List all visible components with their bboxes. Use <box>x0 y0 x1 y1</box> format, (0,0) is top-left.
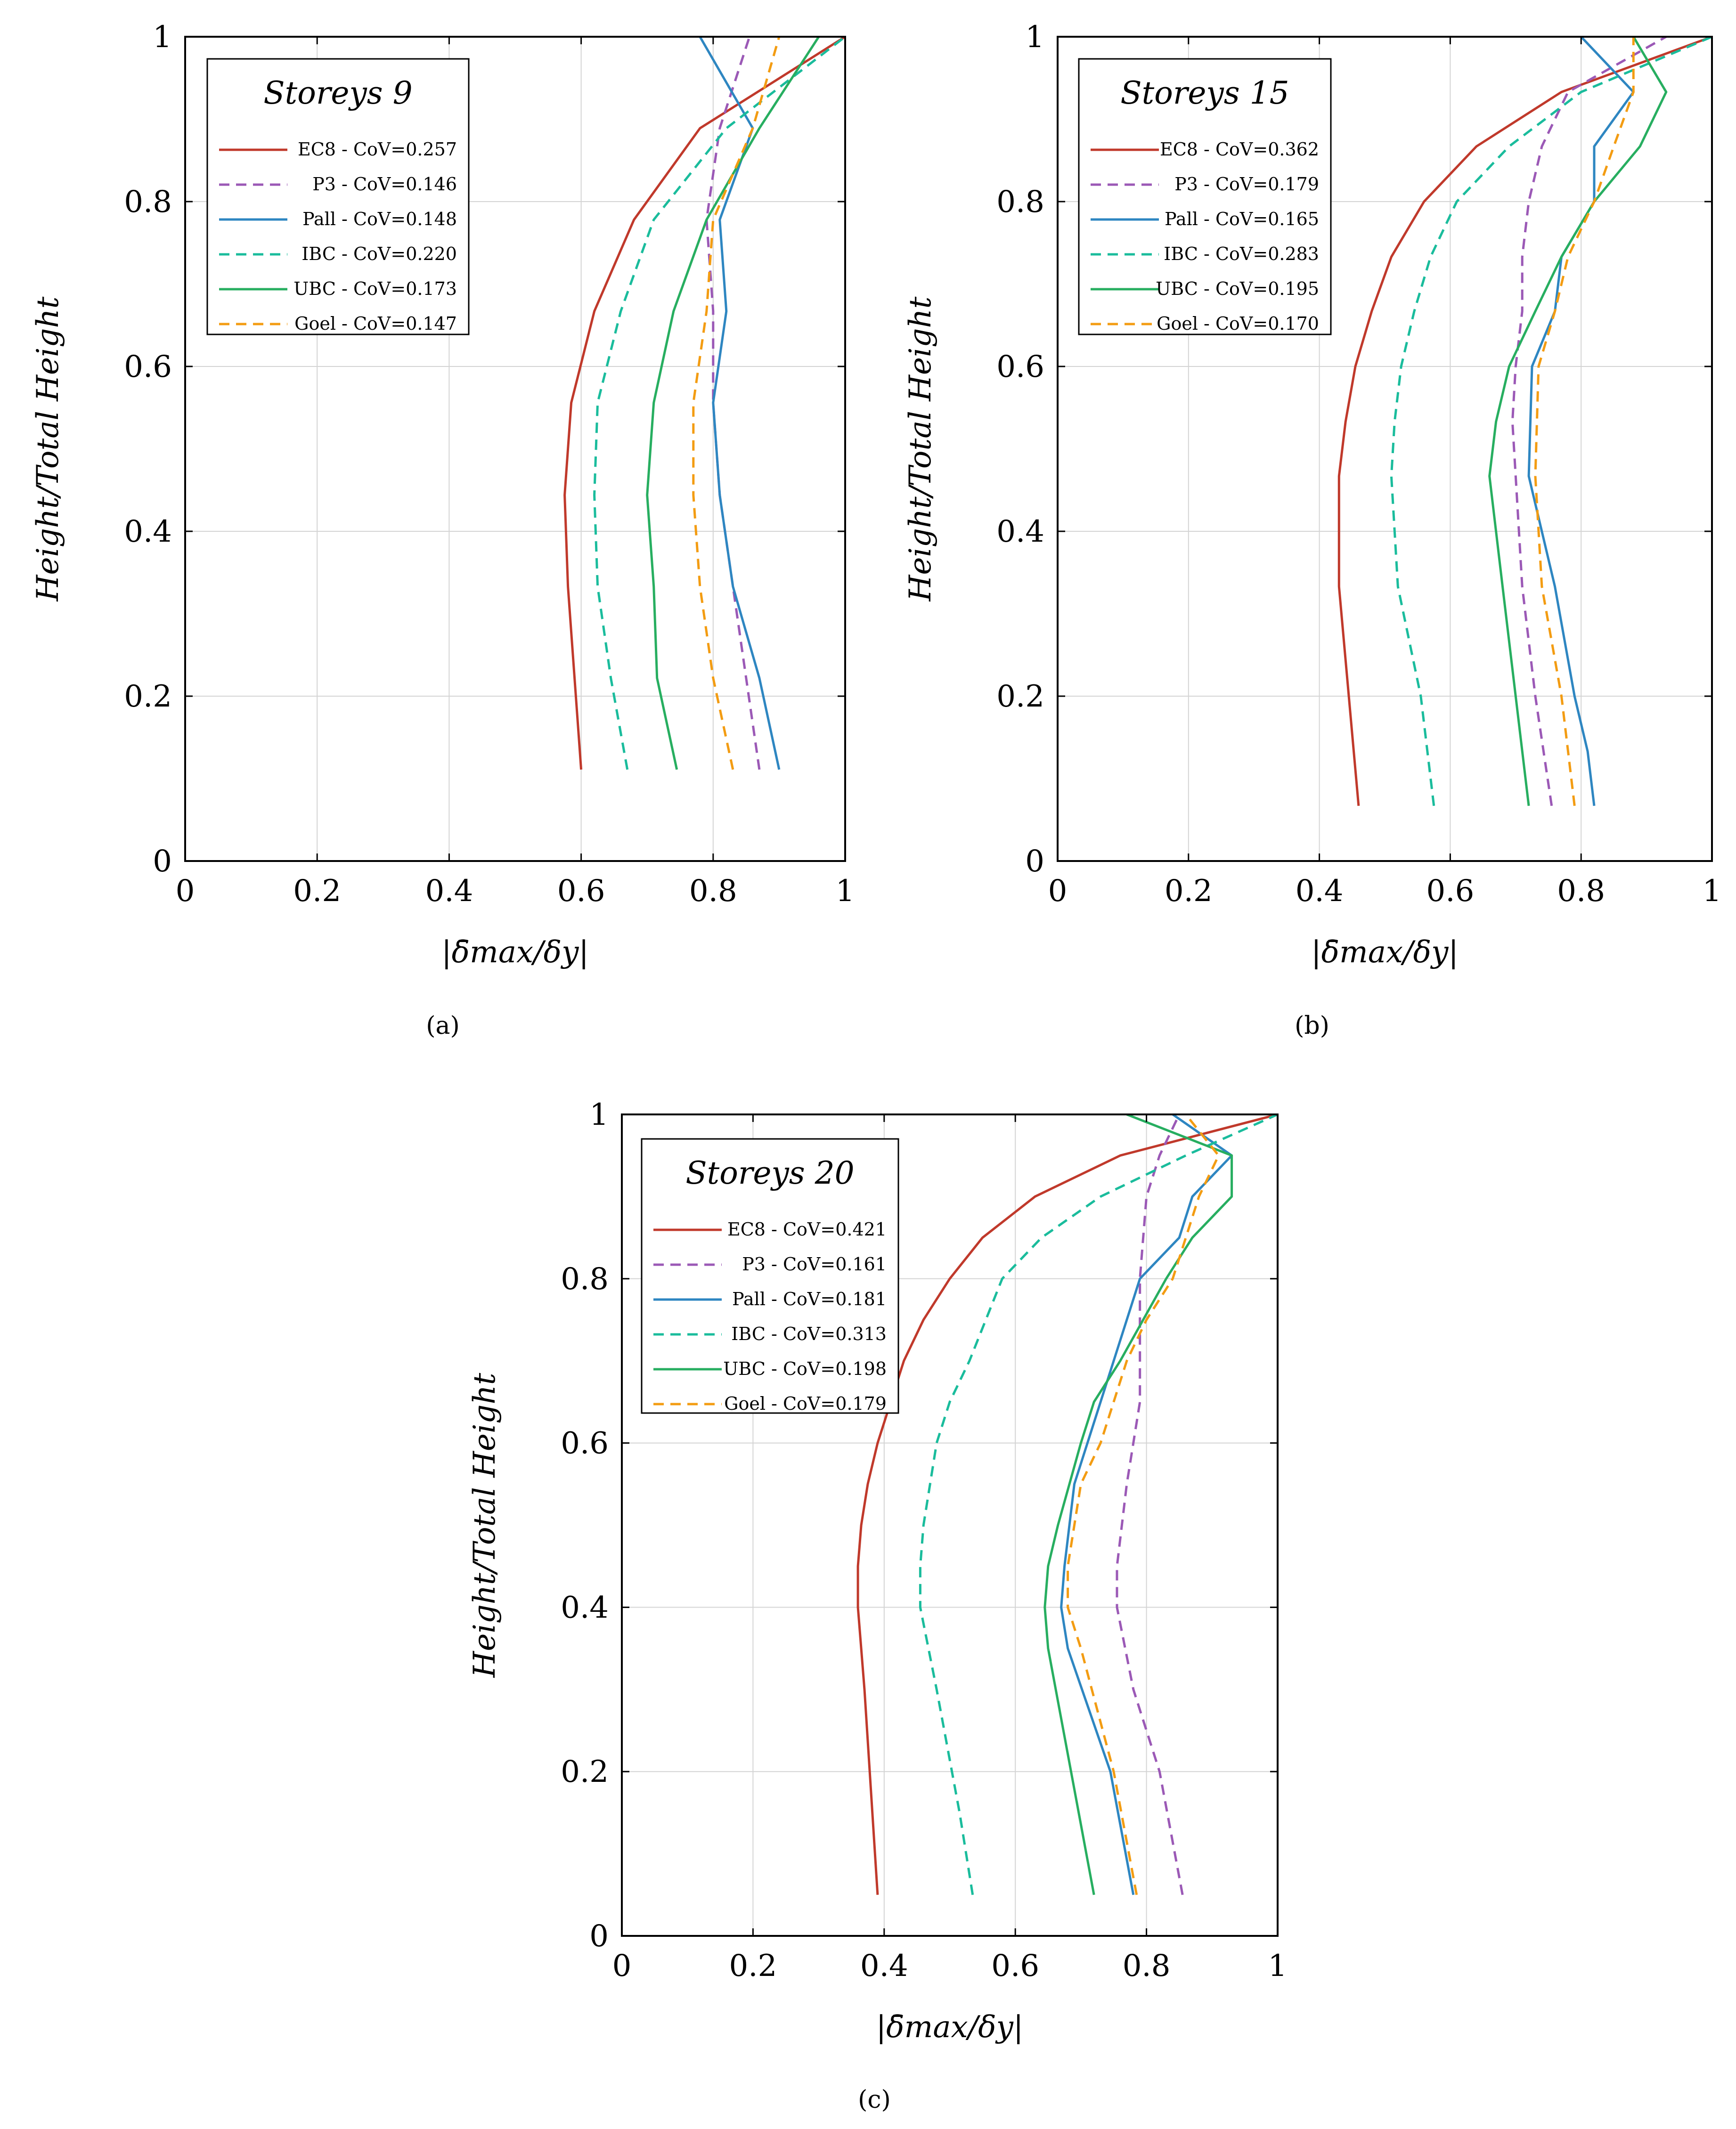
series-line-ibc <box>919 1114 1278 1895</box>
legend-label-ibc: IBC - CoV=0.283 <box>1164 244 1319 264</box>
panel-caption: (b) <box>1295 1012 1329 1040</box>
legend-box <box>641 1138 899 1414</box>
y-tick-label: 0.2 <box>124 679 172 714</box>
x-tick-label: 0.6 <box>991 1949 1039 1983</box>
x-axis-label: |δ̄max/δy| <box>1311 935 1459 970</box>
panel-caption: (a) <box>426 1012 460 1040</box>
panel-caption: (c) <box>858 2086 891 2114</box>
x-tick-label: 0 <box>612 1949 632 1983</box>
legend-label-ec8: EC8 - CoV=0.362 <box>1160 139 1319 160</box>
y-tick-label: 0.8 <box>996 185 1044 219</box>
series-line-ec8 <box>563 37 845 770</box>
legend: Storeys 20 EC8 - CoV=0.421 P3 - CoV=0.161 P… <box>641 1138 899 1414</box>
y-tick-label: 0.6 <box>996 349 1044 384</box>
y-axis-label: Height/Total Height <box>467 1373 502 1678</box>
legend-label-ubc: UBC - CoV=0.198 <box>723 1358 887 1379</box>
axes-frame <box>621 1113 1279 1937</box>
legend-label-goel: Goel - CoV=0.179 <box>724 1393 887 1414</box>
x-tick-label: 0.6 <box>1426 874 1475 909</box>
legend-title: Storeys 20 <box>685 1155 854 1191</box>
legend-label-ubc: UBC - CoV=0.173 <box>293 278 457 299</box>
y-tick-label: 0 <box>153 844 172 879</box>
y-tick-label: 1 <box>1025 20 1044 55</box>
x-axis-label: |δ̄max/δy| <box>441 935 589 970</box>
legend-label-p3: P3 - CoV=0.161 <box>742 1254 887 1275</box>
legend-label-goel: Goel - CoV=0.147 <box>294 313 457 334</box>
x-tick-label: 0.4 <box>1296 874 1344 909</box>
legend-label-ibc: IBC - CoV=0.220 <box>302 244 457 264</box>
y-tick-label: 0.4 <box>561 1590 609 1625</box>
series-line-goel <box>1067 1114 1220 1895</box>
series-line-pall <box>1527 37 1635 806</box>
x-tick-label: 1 <box>836 874 855 909</box>
series-line-goel <box>1534 37 1635 806</box>
legend-label-pall: Pall - CoV=0.148 <box>302 209 457 229</box>
x-tick-label: 0.8 <box>1123 1949 1171 1983</box>
series-line-goel <box>692 37 781 770</box>
legend-label-goel: Goel - CoV=0.170 <box>1157 313 1319 334</box>
x-tick-label: 0.4 <box>860 1949 908 1983</box>
series-line-ibc <box>1390 37 1712 806</box>
legend-label-ec8: EC8 - CoV=0.421 <box>727 1219 887 1240</box>
y-tick-label: 0.4 <box>124 514 172 549</box>
legend: Storeys 9 EC8 - CoV=0.257 P3 - CoV=0.146 Pa… <box>206 58 470 335</box>
axes-frame <box>1057 36 1713 862</box>
chart-panel-1: 0 0.2 0.4 0.6 0.8 1 0 0.2 0.4 0.6 0.8 1 |δ̄max/δy| He… <box>31 20 855 1040</box>
chart-panel-2: 0 0.2 0.4 0.6 0.8 1 0 0.2 0.4 0.6 0.8 1 |δ̄max/δy| He… <box>903 20 1721 1040</box>
y-tick-label: 0.6 <box>124 349 172 384</box>
y-tick-label: 0.4 <box>996 514 1044 549</box>
series-line-p3 <box>705 37 761 770</box>
x-tick-label: 0.8 <box>1557 874 1605 909</box>
series-line-ibc <box>593 37 845 770</box>
x-tick-label: 0.8 <box>689 874 737 909</box>
x-tick-label: 0.4 <box>425 874 473 909</box>
y-axis-label: Height/Total Height <box>903 296 938 601</box>
legend-label-pall: Pall - CoV=0.165 <box>1165 209 1319 229</box>
series-group <box>563 37 845 770</box>
series-line-ubc <box>646 37 820 770</box>
y-tick-label: 0 <box>589 1919 609 1954</box>
series-group <box>1337 37 1712 806</box>
x-tick-label: 0 <box>176 874 195 909</box>
y-tick-label: 0.8 <box>561 1262 609 1297</box>
x-tick-label: 1 <box>1268 1949 1288 1983</box>
x-axis-label: |δ̄max/δy| <box>876 2010 1024 2045</box>
x-tick-label: 0.6 <box>557 874 605 909</box>
y-tick-label: 0 <box>1025 844 1044 879</box>
x-tick-label: 1 <box>1703 874 1722 909</box>
axes-frame <box>184 36 846 862</box>
x-tick-label: 0 <box>1048 874 1068 909</box>
series-group <box>856 1114 1278 1895</box>
x-tick-label: 0.2 <box>293 874 341 909</box>
legend-label-ec8: EC8 - CoV=0.257 <box>298 139 457 160</box>
series-line-pall <box>1060 1114 1233 1895</box>
legend-title: Storeys 9 <box>263 75 412 111</box>
legend-label-pall: Pall - CoV=0.181 <box>732 1289 887 1309</box>
legend-label-p3: P3 - CoV=0.179 <box>1174 174 1319 195</box>
y-tick-label: 0.2 <box>996 679 1044 714</box>
series-line-ubc <box>1488 37 1668 806</box>
chart-panel-3: 0 0.2 0.4 0.6 0.8 1 0 0.2 0.4 0.6 0.8 1 |δ̄max/δy| He… <box>467 1097 1287 2114</box>
y-tick-label: 1 <box>153 20 172 55</box>
series-line-ec8 <box>1337 37 1712 806</box>
legend-label-ubc: UBC - CoV=0.195 <box>1156 278 1319 299</box>
y-tick-label: 0.2 <box>561 1755 609 1789</box>
y-axis-label: Height/Total Height <box>31 296 65 601</box>
series-line-p3 <box>1116 1114 1184 1895</box>
legend-label-p3: P3 - CoV=0.146 <box>312 174 457 195</box>
legend-title: Storeys 15 <box>1120 75 1289 111</box>
series-line-ubc <box>1043 1114 1233 1895</box>
y-tick-label: 1 <box>589 1097 609 1132</box>
y-tick-label: 0.6 <box>561 1426 609 1461</box>
x-tick-label: 0.2 <box>729 1949 777 1983</box>
legend-label-ibc: IBC - CoV=0.313 <box>731 1324 887 1344</box>
legend: Storeys 15 EC8 - CoV=0.362 P3 - CoV=0.179 P… <box>1078 58 1332 335</box>
y-tick-label: 0.8 <box>124 185 172 219</box>
x-tick-label: 0.2 <box>1165 874 1213 909</box>
